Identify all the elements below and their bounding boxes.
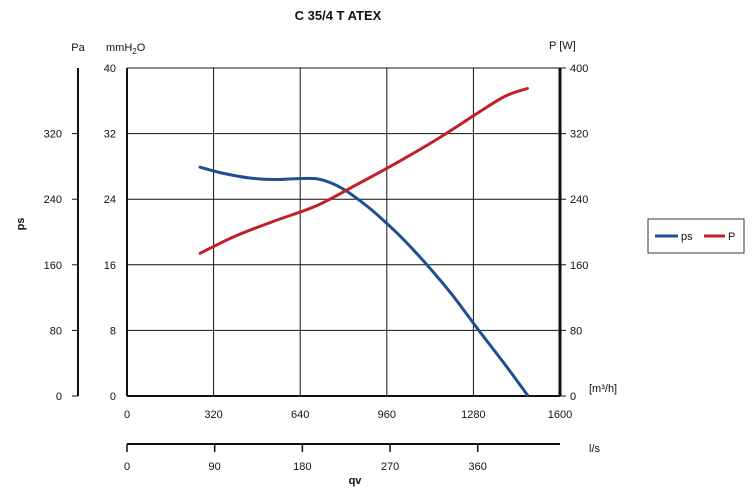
- mmh2o-unit-sub: 2: [132, 47, 137, 56]
- pa-unit-label: Pa: [71, 42, 85, 54]
- legend: ps P: [647, 218, 745, 254]
- x-ticks-m3h: 0 320 640 960 1280 1600: [124, 409, 572, 421]
- x-ticks-ls: 0 90 180 270 360: [124, 444, 487, 473]
- series-line-p: [198, 87, 529, 255]
- x-tick-label-ls: 360: [469, 461, 487, 473]
- mmh2o-tick-label: 16: [104, 260, 116, 272]
- x-unit-m3h: [m³/h]: [589, 383, 617, 395]
- x-tick-label-ls: 180: [293, 461, 311, 473]
- pa-tick-label: 160: [44, 260, 62, 272]
- x-tick-label-ls: 270: [381, 461, 399, 473]
- chart-title: C 35/4 T ATEX: [295, 8, 382, 23]
- mmh2o-tick-label: 40: [104, 63, 116, 75]
- pa-tick-label: 0: [56, 391, 62, 403]
- mmh2o-unit-end: O: [137, 42, 146, 54]
- pa-tick-label: 240: [44, 194, 62, 206]
- x-tick-label-ls: 0: [124, 461, 130, 473]
- mmh2o-tick-label: 8: [110, 325, 116, 337]
- mmh2o-tick-label: 32: [104, 129, 116, 141]
- legend-label-ps: ps: [681, 231, 693, 243]
- grid: [126, 67, 562, 397]
- right-tick-label: 0: [570, 391, 576, 403]
- x-unit-ls: l/s: [589, 443, 601, 455]
- pa-tick-label: 80: [50, 325, 62, 337]
- mmh2o-ticks: 0 8 16 24 32 40: [104, 63, 116, 403]
- mmh2o-unit-label: mmH2O: [106, 42, 146, 56]
- x-tick-label-m3h: 960: [378, 409, 396, 421]
- mmh2o-tick-label: 0: [110, 391, 116, 403]
- x-tick-label-m3h: 1280: [461, 409, 485, 421]
- right-tick-label: 320: [570, 129, 588, 141]
- right-tick-label: 400: [570, 63, 588, 75]
- x-tick-label-m3h: 0: [124, 409, 130, 421]
- pa-ticks: 0 80 160 240 320: [44, 129, 78, 403]
- series-group: [198, 87, 529, 397]
- mmh2o-unit-main: mmH: [106, 42, 132, 54]
- right-unit-label: P [W]: [549, 40, 576, 52]
- x-tick-label-m3h: 320: [204, 409, 222, 421]
- right-tick-label: 160: [570, 260, 588, 272]
- series-line-ps: [198, 165, 529, 397]
- mmh2o-tick-label: 24: [104, 194, 116, 206]
- x-axis-label: qv: [349, 475, 363, 487]
- y-axis-label: ps: [15, 218, 27, 231]
- right-tick-label: 240: [570, 194, 588, 206]
- right-ticks: 0 80 160 240 320 400: [560, 63, 588, 403]
- legend-label-p: P: [728, 231, 735, 243]
- x-tick-label-ls: 90: [209, 461, 221, 473]
- x-tick-label-m3h: 640: [291, 409, 309, 421]
- right-tick-label: 80: [570, 325, 582, 337]
- x-tick-label-m3h: 1600: [548, 409, 572, 421]
- pa-tick-label: 320: [44, 129, 62, 141]
